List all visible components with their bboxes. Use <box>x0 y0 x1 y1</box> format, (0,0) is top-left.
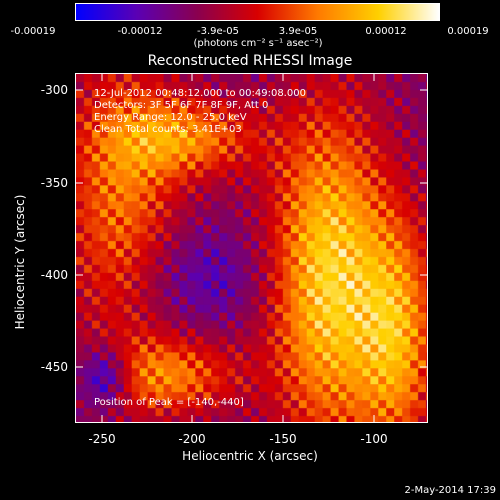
time-range-annotation: 12-Jul-2012 00:48:12.000 to 00:49:08.000 <box>94 88 306 99</box>
y-tick-label: -300 <box>40 83 68 97</box>
image-plot-area: 12-Jul-2012 00:48:12.000 to 00:49:08.000… <box>75 73 428 423</box>
clean-counts-annotation: Clean Total counts: 3.41E+03 <box>94 124 242 135</box>
y-axis-label: Heliocentric Y (arcsec) <box>13 194 27 330</box>
colorbar-tick: -0.00012 <box>117 26 163 37</box>
colorbar <box>75 3 440 21</box>
x-tick-label: -250 <box>88 432 116 446</box>
generation-timestamp: 2-May-2014 17:39 <box>404 485 496 496</box>
colorbar-tick: 0.00019 <box>447 26 489 37</box>
x-axis-label: Heliocentric X (arcsec) <box>182 449 318 463</box>
flux-heatmap <box>76 74 427 422</box>
x-tick-label: -100 <box>360 432 388 446</box>
colorbar-tick: -3.9e-05 <box>197 26 239 37</box>
energy-range-annotation: Energy Range: 12.0 - 25.0 keV <box>94 112 247 123</box>
x-tick-label: -150 <box>269 432 297 446</box>
colorbar-tick: 3.9e-05 <box>278 26 318 37</box>
colorbar-tick: -0.00019 <box>10 26 56 37</box>
y-tick-label: -350 <box>40 176 68 190</box>
peak-position-annotation: Position of Peak = [-140,-440] <box>94 397 244 408</box>
x-tick-label: -200 <box>178 432 206 446</box>
detectors-annotation: Detectors: 3F 5F 6F 7F 8F 9F, Att 0 <box>94 100 269 111</box>
y-tick-label: -450 <box>40 360 68 374</box>
y-tick-label: -400 <box>40 268 68 282</box>
colorbar-tick: 0.00012 <box>365 26 407 37</box>
plot-title: Reconstructed RHESSI Image <box>147 53 353 69</box>
colorbar-tick-labels: -0.00019 -0.00012 -3.9e-05 3.9e-05 0.000… <box>0 26 500 40</box>
colorbar-units: (photons cm⁻² s⁻¹ asec⁻²) <box>193 38 323 49</box>
